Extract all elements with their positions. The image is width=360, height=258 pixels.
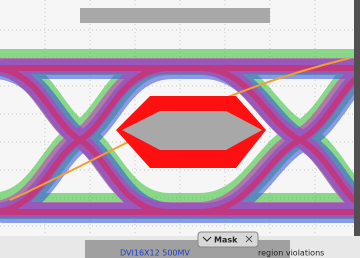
signal-label: DVI16X12 500MV <box>120 249 190 258</box>
status-message: region violations <box>258 249 324 258</box>
page: {"status_bar": {"signal": "DVI16X12 500M… <box>0 0 360 258</box>
top-bar <box>80 8 270 23</box>
scope-screen: DVI16X12 500MV Mask region violations <box>0 0 360 258</box>
right-edge <box>354 0 360 258</box>
tab-label[interactable]: Mask <box>214 236 238 245</box>
